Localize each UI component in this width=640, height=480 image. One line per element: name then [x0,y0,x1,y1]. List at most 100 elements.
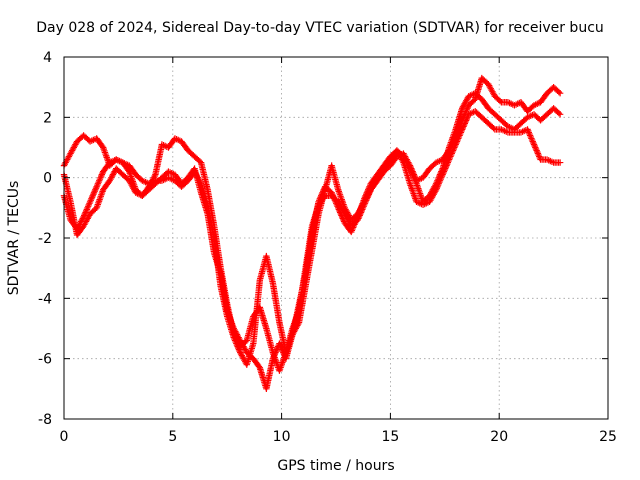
track-3-marker [365,186,372,193]
track-3-marker [351,219,359,227]
track-3-marker [437,175,444,183]
track-3-marker [457,130,464,138]
track-3-marker [458,127,465,135]
track-2-marker [463,106,470,113]
track-3-marker [441,166,448,174]
track-3-marker [534,150,542,157]
track-3-marker [90,191,97,198]
track-3-point [93,183,100,190]
track-3-marker [349,225,356,233]
y-tick-label: 0 [43,171,52,187]
track-3-marker [532,144,539,151]
x-tick-label: 15 [381,429,399,445]
track-3-marker [532,145,540,153]
axis-ticks [63,56,609,420]
track-3-marker [232,338,239,346]
track-3-marker [361,194,369,201]
track-3-marker [349,224,357,231]
track-3-marker [338,212,345,219]
track-3-marker [433,185,440,192]
track-3-marker [447,153,454,160]
track-3-marker [79,215,86,222]
track-3-marker [353,215,361,222]
track-3-marker [366,183,373,190]
y-tick-label: 2 [43,110,52,126]
track-3-marker [87,197,94,204]
track-3-marker [443,162,450,169]
track-3-marker [524,127,532,135]
track-1-point [556,111,564,118]
y-tick-label: 4 [43,50,52,66]
track-3-marker [317,194,324,201]
track-3-marker [89,192,96,199]
track-3-marker [84,203,92,210]
track-3-marker [364,188,371,195]
track-3-marker [525,129,532,136]
track-3-marker [399,157,406,165]
track-3-marker [319,189,326,196]
track-3-marker [440,168,448,175]
track-3-marker [91,188,98,195]
track-1-marker [255,363,263,370]
track-3-marker [445,157,452,165]
track-3-marker [528,136,536,144]
track-3-marker [235,344,242,352]
track-2-marker [410,171,418,178]
y-tick-label: -2 [38,231,52,247]
track-3-marker [234,343,241,350]
track-3-marker [83,206,91,213]
track-3-marker [501,127,508,135]
track-3-point [556,159,564,166]
track-3-marker [94,180,102,187]
track-3-marker [432,188,439,195]
track-3-marker [365,185,373,192]
track-3-marker [455,133,463,141]
track-3-marker [440,169,447,177]
x-tick-label: 10 [273,429,291,445]
track-3-marker [333,201,341,209]
track-3-marker [92,185,100,192]
track-3-marker [527,133,534,141]
track-3-marker [90,189,98,196]
track-3-marker [236,347,243,355]
track-1-point [276,340,283,347]
track-3-marker [462,118,469,126]
track-3-marker [94,182,101,189]
track-3-marker [457,129,465,136]
track-3-marker [95,178,102,186]
track-3-point [524,126,531,133]
track-3-marker [316,197,323,204]
track-3-marker [456,132,463,139]
track-3-marker [233,341,241,349]
track-3-marker [363,189,371,196]
track-3-marker [442,165,449,172]
track-3-marker [490,124,497,132]
track-3-marker [353,216,360,224]
track-1-marker [277,343,284,350]
track-2-marker [507,100,515,107]
track-3-marker [98,171,106,178]
track-3-marker [335,206,343,213]
track-3-marker [454,136,461,144]
track-3-marker [463,115,470,123]
track-2-marker [496,97,504,105]
track-3-marker [231,337,239,344]
track-3-point [452,141,459,148]
track-3-point [86,198,94,205]
track-3-marker [352,218,360,225]
track-3-point [230,334,237,341]
track-3-point [80,213,87,221]
track-3-marker [451,142,459,150]
track-3-marker [547,157,554,165]
track-3-marker [334,203,341,210]
x-tick-label: 20 [490,429,508,445]
track-3-marker [98,172,105,180]
track-3-marker [96,177,103,184]
track-3-marker [528,135,535,142]
track-3-marker [82,209,89,216]
track-3-marker [350,222,358,230]
track-3-marker [460,121,468,129]
track-3-marker [340,216,347,224]
track-3-marker [438,174,445,181]
